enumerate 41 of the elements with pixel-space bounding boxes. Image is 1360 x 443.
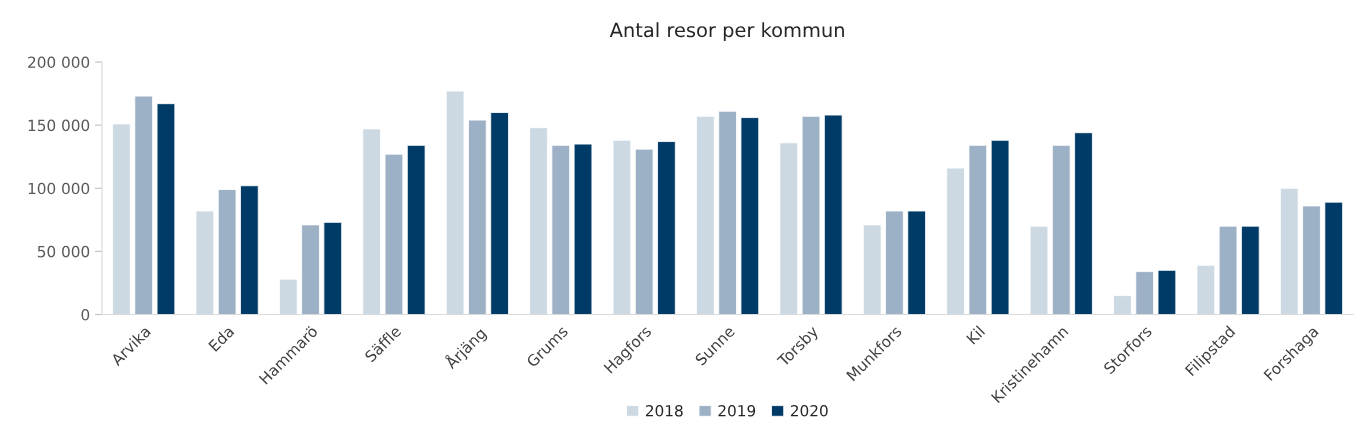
bar: [301, 224, 320, 315]
bar: [990, 139, 1010, 315]
bar: [156, 103, 176, 315]
bar: [740, 117, 760, 315]
bar: [217, 189, 237, 315]
bar: [1051, 144, 1071, 315]
bar: [1157, 269, 1177, 315]
bar: [1324, 201, 1344, 315]
bar: [468, 119, 487, 315]
bar: [490, 112, 509, 315]
legend-label: 2019: [718, 404, 756, 417]
bar: [323, 221, 343, 315]
bar: [801, 115, 821, 315]
legend-label: 2020: [790, 404, 828, 417]
bar: [1218, 225, 1238, 315]
bar: [823, 114, 843, 315]
x-tick-label: Kil: [965, 325, 986, 345]
y-tick-label: 200 000: [28, 56, 90, 69]
chart-title: Antal resor per kommun: [609, 22, 844, 42]
bar: [885, 210, 904, 315]
bar: [1074, 132, 1093, 315]
bar: [1302, 205, 1321, 315]
bar: [1135, 271, 1154, 315]
bar: [968, 144, 988, 315]
y-tick-label: 50 000: [37, 245, 90, 258]
y-tick-label: 150 000: [28, 119, 90, 132]
y-tick-label: 0: [81, 309, 90, 321]
y-tick-label: 100 000: [28, 182, 90, 195]
bar: [406, 144, 426, 315]
bar: [657, 141, 676, 315]
bar: [134, 95, 154, 315]
bar: [240, 185, 259, 315]
bar: [634, 148, 654, 315]
bar: [907, 210, 926, 315]
x-tick-label: Eda: [207, 325, 235, 352]
bar: [1241, 225, 1260, 315]
bar: [551, 144, 571, 315]
legend-label: 2018: [645, 404, 683, 417]
bar: [718, 110, 737, 315]
bar: [573, 143, 593, 315]
bar: [384, 153, 404, 315]
